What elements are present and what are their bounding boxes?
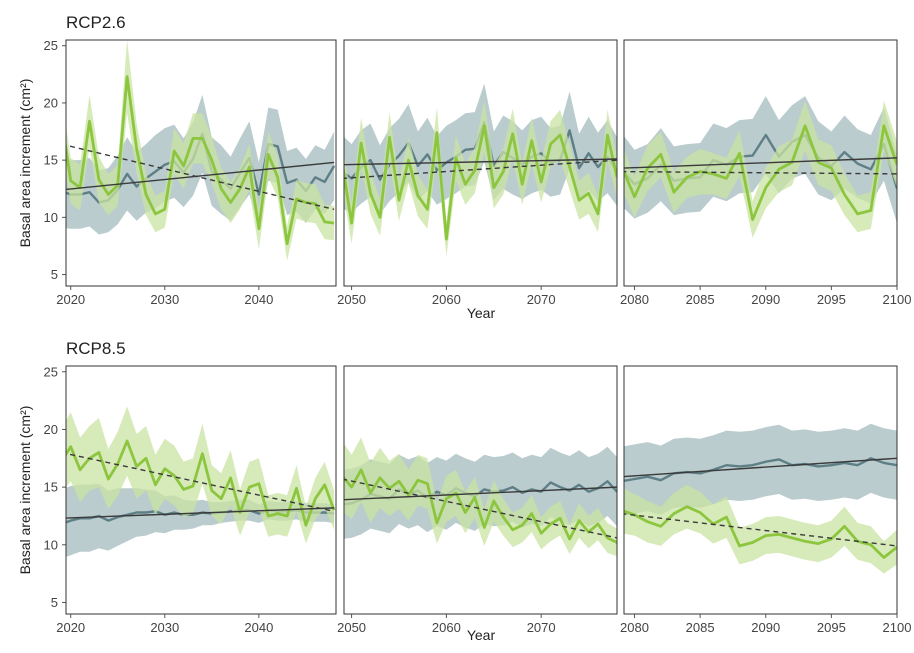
x-tick-label: 2100: [883, 292, 912, 307]
y-tick-label: 20: [44, 422, 58, 437]
panel-plot-area: [624, 96, 897, 238]
confidence-band-green: [624, 100, 897, 238]
series-line-green: [344, 468, 617, 544]
y-tick-label: 10: [44, 537, 58, 552]
trend-line-dashed: [624, 170, 897, 175]
panel-border: [65, 39, 337, 287]
confidence-band-slate: [66, 94, 335, 235]
trend-line-solid: [344, 158, 617, 166]
x-tick-label: 2095: [817, 292, 846, 307]
panel-plot-area: [66, 40, 336, 261]
x-tick-label: 2085: [686, 292, 715, 307]
trend-line-solid: [344, 486, 617, 501]
x-tick-label: 2095: [817, 620, 846, 635]
series-line-green: [344, 124, 617, 241]
x-tick-label: 2090: [751, 292, 780, 307]
x-tick-label: 2060: [432, 620, 461, 635]
x-tick-label: 2050: [337, 292, 366, 307]
y-tick-label: 5: [51, 267, 58, 282]
x-tick-label: 2100: [883, 620, 912, 635]
panel-plot-area: [344, 83, 617, 257]
confidence-band-slate: [624, 423, 897, 516]
y-tick-label: 15: [44, 153, 58, 168]
confidence-band-green: [344, 100, 617, 257]
x-tick-label: 2090: [751, 620, 780, 635]
series-line-green: [66, 439, 336, 527]
panel-border: [65, 365, 337, 615]
x-tick-label: 2030: [150, 292, 179, 307]
x-tick-label: 2060: [432, 292, 461, 307]
trend-line-dashed: [344, 159, 617, 180]
series-line-green: [624, 124, 897, 221]
y-axis-title: Basal area increment (cm²): [17, 79, 33, 248]
y-tick-label: 5: [51, 595, 58, 610]
panel-border: [343, 39, 618, 287]
confidence-band-green: [66, 40, 335, 261]
series-line-green: [624, 505, 897, 559]
scenario-title: RCP8.5: [66, 339, 126, 358]
panel-border: [623, 365, 898, 615]
panel-border: [623, 39, 898, 287]
x-tick-label: 2020: [56, 620, 85, 635]
x-tick-label: 2040: [244, 620, 273, 635]
y-axis-title: Basal area increment (cm²): [17, 406, 33, 575]
y-tick-label: 25: [44, 38, 58, 53]
x-tick-label: 2080: [620, 620, 649, 635]
trend-line-solid: [624, 457, 897, 478]
scenario-title: RCP2.6: [66, 13, 126, 32]
trend-line-dashed: [66, 452, 335, 513]
x-tick-label: 2070: [527, 292, 556, 307]
trend-line-solid: [624, 157, 897, 169]
panel-border: [343, 365, 618, 615]
trend-line-solid: [66, 161, 335, 191]
x-axis-title: Year: [467, 305, 496, 321]
x-tick-label: 2085: [686, 620, 715, 635]
y-tick-label: 20: [44, 95, 58, 110]
trend-line-solid: [66, 507, 335, 519]
x-tick-label: 2080: [620, 292, 649, 307]
x-tick-label: 2070: [527, 620, 556, 635]
trend-line-dashed: [66, 144, 335, 211]
x-axis-title: Year: [467, 627, 496, 643]
panel-plot-area: [344, 437, 617, 557]
panel-plot-area: [624, 423, 897, 574]
trend-line-dashed: [624, 513, 897, 547]
trend-line-dashed: [344, 478, 617, 539]
confidence-band-green: [624, 484, 897, 574]
x-tick-label: 2030: [150, 620, 179, 635]
x-tick-label: 2020: [56, 292, 85, 307]
panel-plot-area: [66, 406, 336, 557]
x-tick-label: 2050: [337, 620, 366, 635]
series-line-green: [66, 75, 335, 246]
y-tick-label: 15: [44, 480, 58, 495]
x-tick-label: 2040: [244, 292, 273, 307]
y-tick-label: 10: [44, 210, 58, 225]
y-tick-label: 25: [44, 364, 58, 379]
series-line-slate: [624, 457, 897, 483]
